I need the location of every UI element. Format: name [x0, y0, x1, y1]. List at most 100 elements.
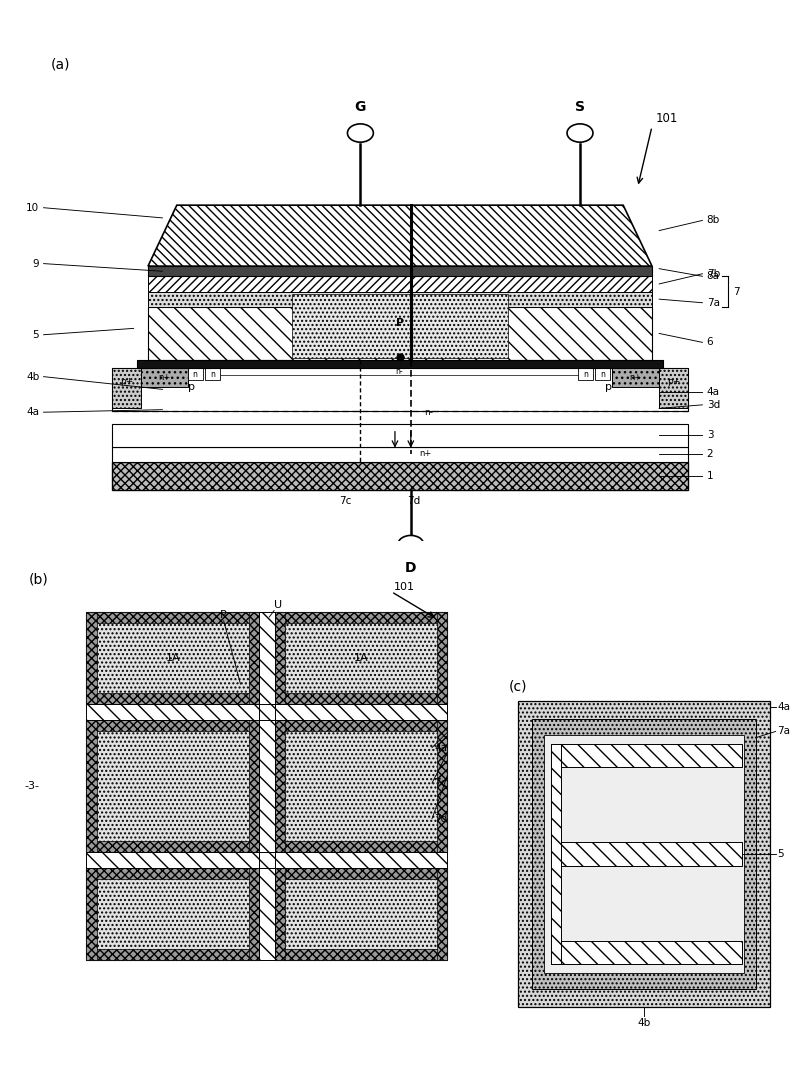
Text: n: n [583, 370, 588, 378]
Bar [249, 612, 259, 705]
Text: 4b: 4b [26, 372, 39, 382]
Text: 4a: 4a [434, 743, 447, 752]
Bar [259, 852, 274, 868]
Text: 3: 3 [706, 430, 714, 440]
Text: 101: 101 [656, 112, 678, 125]
Bar [249, 868, 259, 960]
Text: P: P [396, 318, 404, 329]
Bar [659, 368, 688, 409]
Text: 4a: 4a [777, 702, 790, 712]
Bar [259, 612, 274, 705]
Text: p+: p+ [667, 377, 680, 387]
Text: 7d: 7d [434, 814, 448, 824]
Bar [141, 368, 188, 387]
Text: G: G [354, 99, 366, 114]
Text: 7d: 7d [407, 496, 421, 506]
Bar [249, 720, 259, 852]
Bar [578, 368, 593, 381]
Text: (c): (c) [509, 680, 527, 693]
Bar [437, 612, 447, 705]
Circle shape [567, 124, 593, 143]
Bar [86, 852, 447, 868]
Text: 1: 1 [706, 470, 714, 481]
Text: (a): (a) [51, 57, 70, 71]
Bar [86, 720, 259, 852]
Bar [112, 424, 688, 446]
Bar [148, 292, 652, 307]
Text: n-: n- [424, 408, 433, 416]
Polygon shape [148, 205, 652, 266]
Text: 8a: 8a [706, 271, 720, 281]
Bar [86, 868, 97, 960]
Text: 7a: 7a [706, 297, 720, 308]
Text: 8b: 8b [706, 215, 720, 226]
Bar [112, 462, 688, 490]
Text: n+: n+ [158, 373, 170, 382]
Bar [274, 868, 447, 879]
Bar [544, 735, 744, 973]
Text: -3-: -3- [24, 780, 39, 790]
Bar [86, 949, 259, 960]
Text: p+: p+ [120, 377, 133, 387]
Bar [86, 612, 259, 705]
Bar [613, 368, 659, 387]
Bar [148, 307, 652, 360]
Text: n: n [193, 370, 198, 378]
Circle shape [398, 535, 424, 553]
Bar [259, 720, 274, 852]
Bar [437, 868, 447, 960]
Text: 7: 7 [733, 286, 739, 296]
Bar [86, 868, 259, 960]
Text: 9: 9 [33, 258, 39, 268]
Bar [86, 705, 447, 720]
Text: 3d: 3d [706, 400, 720, 410]
Text: 10: 10 [26, 203, 39, 213]
Bar [220, 368, 578, 375]
Text: 7c: 7c [339, 496, 352, 506]
Bar [187, 368, 202, 381]
Text: 5: 5 [33, 330, 39, 339]
Bar [595, 368, 610, 381]
Bar [274, 612, 447, 623]
Bar [274, 720, 447, 731]
Bar [112, 446, 688, 462]
Text: S: S [575, 99, 585, 114]
Text: 6: 6 [706, 337, 714, 347]
Text: 4a: 4a [706, 387, 720, 397]
Text: 5: 5 [777, 849, 784, 859]
Text: D: D [405, 561, 417, 575]
Bar [292, 294, 508, 358]
Bar [274, 612, 447, 705]
Bar [518, 700, 770, 1007]
Text: 7c: 7c [434, 778, 446, 788]
Text: n: n [600, 370, 605, 378]
Bar [86, 612, 259, 623]
Bar [86, 841, 259, 852]
Bar [437, 720, 447, 852]
Bar [550, 842, 742, 866]
Bar [550, 744, 561, 964]
Bar [550, 744, 742, 768]
Text: 101: 101 [394, 582, 414, 591]
Text: 1A: 1A [166, 653, 180, 663]
Text: 2: 2 [706, 449, 714, 459]
Bar [274, 693, 447, 705]
Bar [532, 719, 756, 989]
Bar [274, 841, 447, 852]
Text: 4a: 4a [26, 408, 39, 417]
Text: U: U [274, 600, 282, 610]
Bar [148, 277, 652, 292]
Bar [148, 266, 652, 277]
Text: p: p [606, 382, 612, 391]
Bar [86, 868, 259, 879]
Bar [274, 868, 285, 960]
Bar [259, 868, 274, 960]
Bar [86, 720, 97, 852]
Text: 1A: 1A [354, 653, 368, 663]
Bar [86, 612, 97, 705]
Text: n+: n+ [419, 450, 432, 458]
Text: 4b: 4b [638, 1018, 650, 1028]
Text: 7a: 7a [777, 726, 790, 736]
Text: n+: n+ [630, 373, 642, 382]
Bar [550, 940, 742, 964]
